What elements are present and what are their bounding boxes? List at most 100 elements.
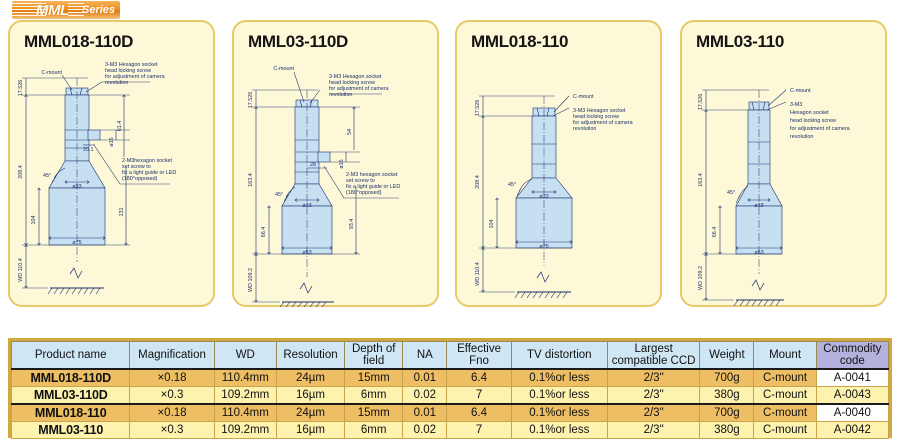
cell-resolution: 16µm (275, 421, 346, 440)
cell-wd: 109.2mm (213, 421, 277, 440)
technical-drawing: C-mount 3-M3 Hexagon socket head locking… (234, 52, 441, 307)
cell-effective-fno: 6.4 (446, 403, 512, 423)
dim-right-hole: ø16 (339, 159, 345, 168)
dim-wd: WD 109.2 (248, 268, 254, 292)
dim-lower: 66.4 (712, 227, 718, 238)
cell-commodity-code: A-0043 (815, 386, 890, 405)
table-row[interactable]: MML03-110 ×0.3 109.2mm 16µm 6mm 0.02 7 0… (10, 421, 890, 440)
dim-dia-bottom: ø53 (754, 250, 763, 256)
table-row[interactable]: MML03-110D ×0.3 109.2mm 16µm 6mm 0.02 7 … (10, 386, 890, 405)
cell-commodity-code: A-0041 (815, 368, 890, 388)
dim-dia-mid: ø33 (754, 203, 763, 209)
product-diagram-panel-mml018-110d: MML018-110D (8, 20, 215, 307)
label-c-mount: C-mount (573, 94, 594, 100)
header-wd: WD (213, 341, 277, 371)
dim-dia-bottom: ø75 (539, 244, 548, 250)
dim-top: 17.526 (698, 94, 704, 111)
dim-right-upper: 61.4 (117, 121, 123, 132)
cell-depth-of-field: 15mm (344, 403, 404, 423)
cell-magnification: ×0.18 (129, 368, 215, 388)
table-row[interactable]: MML018-110 ×0.18 110.4mm 24µm 15mm 0.01 … (10, 403, 890, 423)
dim-wd: WD 110.4 (475, 262, 481, 286)
label-angle: 45° (43, 173, 51, 179)
svg-text:for adjustment of camera: for adjustment of camera (105, 74, 165, 80)
label-note-locking-screw: 3-M3 Hexagon socket head locking screw f… (329, 74, 389, 98)
cell-largest-ccd: 2/3" (606, 421, 701, 440)
svg-text:3-M3 Hexagon socket: 3-M3 Hexagon socket (105, 62, 158, 68)
cell-wd: 110.4mm (213, 368, 277, 388)
technical-drawing: C-mount 3-M3 Hexagon socket head locking… (682, 52, 889, 307)
cell-na: 0.01 (402, 403, 448, 423)
dim-wd: WD 110.4 (18, 258, 24, 282)
svg-text:3-M3: 3-M3 (790, 102, 802, 108)
label-c-mount: C-mount (273, 66, 294, 72)
product-diagram-panel-mml03-110: MML03-110 (680, 20, 887, 307)
svg-text:for adjustment of camera: for adjustment of camera (573, 120, 633, 126)
dim-top: 17.526 (475, 100, 481, 117)
label-angle: 45° (727, 190, 735, 196)
cell-mount: C-mount (753, 421, 817, 440)
svg-text:revolution: revolution (573, 126, 596, 132)
product-diagram-panel-mml03-110d: MML03-110D (232, 20, 439, 307)
label-note-locking-screw: 3-M3 Hexagon socket head locking screw f… (790, 102, 850, 140)
logo-brand-text: MML (36, 2, 69, 19)
dim-dia-mid: ø33 (539, 194, 548, 200)
cell-largest-ccd: 2/3" (606, 386, 701, 405)
cell-resolution: 24µm (275, 368, 346, 388)
cell-product-name: MML03-110D (10, 386, 131, 405)
dim-total: 208.4 (18, 165, 24, 179)
cell-product-name: MML03-110 (10, 421, 131, 440)
dim-dia-bottom: ø75 (72, 240, 81, 246)
dim-right-lower: 93.4 (349, 219, 355, 230)
cell-magnification: ×0.3 (129, 386, 215, 405)
cell-weight: 700g (699, 368, 755, 388)
label-c-mount: C-mount (41, 70, 62, 76)
svg-text:3-M3 Hexagon socket: 3-M3 Hexagon socket (573, 108, 626, 114)
svg-text:(180°opposed): (180°opposed) (346, 190, 382, 196)
technical-drawing: C-mount 3-M3 Hexagon socket head locking… (10, 52, 217, 307)
dim-right-upper: 54 (347, 129, 353, 135)
svg-text:revolution: revolution (329, 92, 352, 98)
header-mount: Mount (753, 341, 817, 371)
specifications-table: Product name Magnification WD Resolution… (10, 341, 890, 440)
panel-title: MML018-110 (471, 32, 569, 51)
dim-top: 17.526 (248, 92, 254, 109)
label-c-mount: C-mount (790, 88, 811, 94)
cell-weight: 700g (699, 403, 755, 423)
technical-drawing: C-mount 3-M3 Hexagon socket head locking… (457, 52, 664, 307)
svg-text:set screw to: set screw to (122, 164, 151, 170)
cell-tv-distortion: 0.1%or less (510, 421, 608, 440)
cell-resolution: 16µm (275, 386, 346, 405)
label-note-set-screw: 2-M3hexagon socket set screw to fix a li… (122, 158, 176, 182)
header-product-name: Product name (10, 341, 131, 371)
cell-na: 0.02 (402, 386, 448, 405)
cell-resolution: 24µm (275, 403, 346, 423)
label-note-locking-screw: 3-M3 Hexagon socket head locking screw f… (573, 108, 633, 132)
cell-mount: C-mount (753, 386, 817, 405)
table-header-row: Product name Magnification WD Resolution… (10, 341, 890, 371)
cell-effective-fno: 7 (446, 386, 512, 405)
cell-largest-ccd: 2/3" (606, 403, 701, 423)
dim-total: 163.4 (248, 173, 254, 187)
dim-right-hole: ø16 (109, 137, 115, 146)
label-note-set-screw: 2-M3 hexagon socket set screw to fix a l… (346, 172, 400, 196)
svg-text:fix a light guide or LED: fix a light guide or LED (122, 170, 176, 176)
cell-tv-distortion: 0.1%or less (510, 386, 608, 405)
header-weight: Weight (699, 341, 755, 371)
cell-depth-of-field: 15mm (344, 368, 404, 388)
dim-lower: 104 (489, 220, 495, 229)
table-row[interactable]: MML018-110D ×0.18 110.4mm 24µm 15mm 0.01… (10, 368, 890, 388)
cell-mount: C-mount (753, 368, 817, 388)
header-depth-of-field: Depth of field (344, 341, 404, 371)
mml-series-logo: MML Series (12, 1, 120, 19)
cell-weight: 380g (699, 421, 755, 440)
cell-depth-of-field: 6mm (344, 421, 404, 440)
cell-tv-distortion: 0.1%or less (510, 368, 608, 388)
dim-right-lower: 131 (119, 208, 125, 217)
svg-text:3-M3 Hexagon socket: 3-M3 Hexagon socket (329, 74, 382, 80)
header-resolution: Resolution (275, 341, 346, 371)
cell-mount: C-mount (753, 403, 817, 423)
logo-stripes-right (68, 3, 84, 17)
header-effective-fno: Effective Fno (446, 341, 512, 371)
cell-wd: 110.4mm (213, 403, 277, 423)
